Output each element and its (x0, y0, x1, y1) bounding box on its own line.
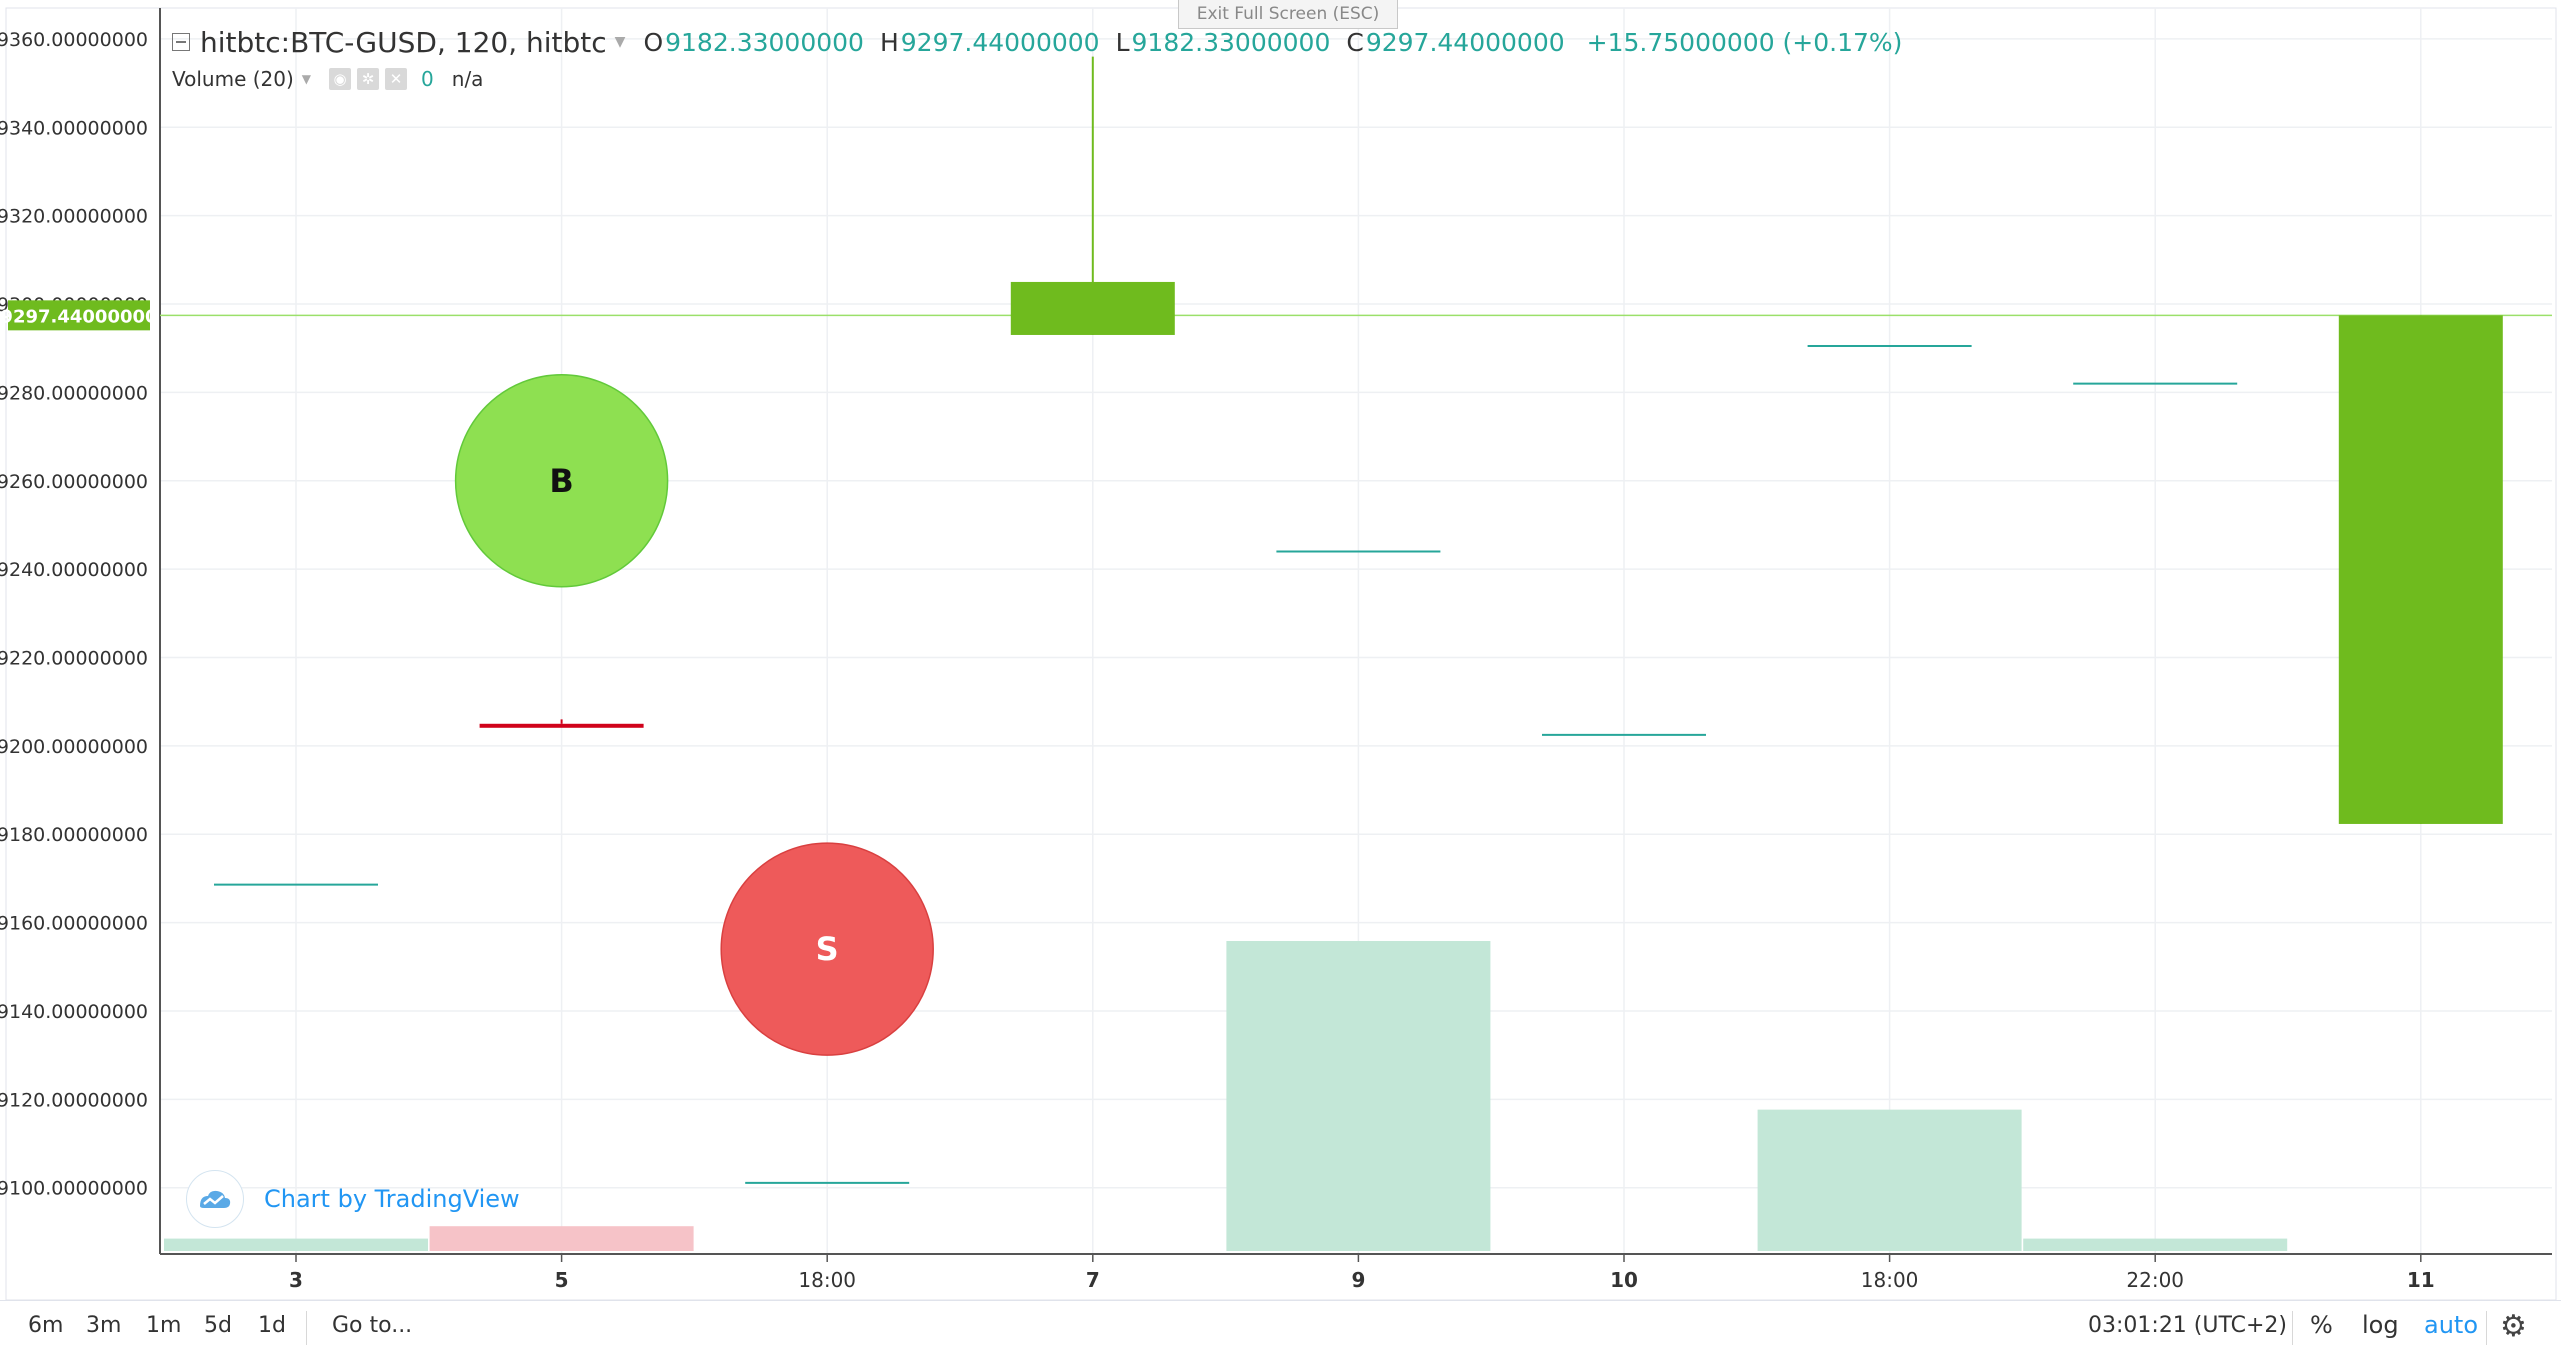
percent-scale-button[interactable]: % (2310, 1311, 2333, 1339)
close-value: 9297.44000000 (1365, 27, 1565, 57)
exit-fullscreen-banner[interactable]: Exit Full Screen (ESC) (1178, 0, 1398, 29)
last-price-label: 9297.44000000 (0, 306, 157, 327)
volume-legend: Volume (20) ▼ ◉ ✲ ✕ 0 n/a (172, 64, 483, 94)
symbol-title[interactable]: hitbtc:BTC-GUSD, 120, hitbtc (200, 25, 607, 59)
bottom-toolbar: 6m 3m 1m 5d 1d Go to... 03:01:21 (UTC+2)… (0, 1300, 2561, 1357)
y-tick-label: 9120.00000000 (0, 1089, 148, 1111)
chevron-down-icon[interactable]: ▼ (614, 34, 626, 50)
symbol-legend: hitbtc:BTC-GUSD, 120, hitbtc ▼ O 9182.330… (172, 22, 1902, 62)
y-tick-label: 9340.00000000 (0, 117, 148, 139)
last-price-tag (8, 300, 150, 331)
open-value: 9182.33000000 (665, 27, 864, 57)
high-label: H (879, 27, 899, 57)
close-label: C (1346, 27, 1364, 57)
y-tick-label: 9280.00000000 (0, 382, 148, 404)
high-value: 9297.44000000 (900, 27, 1100, 57)
log-scale-button[interactable]: log (2362, 1311, 2399, 1339)
range-6m-button[interactable]: 6m (28, 1313, 64, 1338)
range-1d-button[interactable]: 1d (258, 1313, 286, 1338)
toolbar-divider (2292, 1311, 2293, 1345)
y-tick-label: 9320.00000000 (0, 206, 148, 228)
x-tick-label: 18:00 (798, 1268, 856, 1292)
sell-marker-label: S (816, 930, 839, 968)
volume-title[interactable]: Volume (20) (172, 67, 294, 91)
tradingview-watermark[interactable]: Chart by TradingView (186, 1170, 520, 1228)
y-tick-label: 9360.00000000 (0, 29, 148, 51)
y-tick-label: 9240.00000000 (0, 559, 148, 581)
buy-marker (454, 374, 669, 588)
volume-bar (2023, 1238, 2288, 1251)
volume-bar (164, 1238, 428, 1251)
y-tick-label: 9100.00000000 (0, 1178, 148, 1200)
candle-body (479, 723, 644, 728)
range-5d-button[interactable]: 5d (204, 1313, 232, 1338)
gear-icon[interactable]: ✲ (357, 68, 380, 90)
y-tick-label: 9180.00000000 (0, 824, 148, 846)
volume-bar (1757, 1109, 2022, 1251)
tradingview-logo-icon (186, 1170, 244, 1228)
x-tick-label: 7 (1086, 1268, 1100, 1292)
close-icon[interactable]: ✕ (385, 68, 408, 90)
x-tick-label: 22:00 (2126, 1268, 2184, 1292)
open-label: O (643, 27, 664, 57)
sell-marker (720, 842, 934, 1056)
y-tick-label: 9220.00000000 (0, 648, 148, 670)
toolbar-divider (2486, 1311, 2487, 1345)
low-label: L (1115, 27, 1130, 57)
watermark-text: Chart by TradingView (264, 1185, 520, 1213)
auto-scale-button[interactable]: auto (2424, 1311, 2479, 1339)
y-tick-label: 9200.00000000 (0, 736, 148, 758)
clock-timezone[interactable]: 03:01:21 (UTC+2) (2088, 1313, 2288, 1338)
y-tick-label: 9160.00000000 (0, 913, 148, 935)
x-tick-label: 10 (1610, 1268, 1638, 1292)
y-tick-label: 9140.00000000 (0, 1001, 148, 1023)
x-tick-label: 9 (1351, 1268, 1365, 1292)
x-tick-label: 11 (2407, 1268, 2435, 1292)
candle-body (1010, 281, 1175, 335)
collapse-legend-icon[interactable] (172, 33, 190, 51)
chevron-down-icon[interactable]: ▼ (301, 72, 312, 86)
toolbar-divider (306, 1311, 307, 1345)
range-1m-button[interactable]: 1m (146, 1313, 182, 1338)
change-value: +15.75000000 (+0.17%) (1586, 27, 1903, 57)
volume-bar (429, 1226, 694, 1251)
eye-icon[interactable]: ◉ (329, 68, 352, 90)
low-value: 9182.33000000 (1131, 27, 1331, 57)
settings-gear-icon[interactable]: ⚙ (2500, 1309, 2527, 1344)
range-3m-button[interactable]: 3m (86, 1313, 122, 1338)
volume-na: n/a (451, 67, 484, 91)
volume-value: 0 (421, 67, 434, 91)
x-tick-label: 18:00 (1861, 1268, 1919, 1292)
candle-body (2338, 315, 2503, 824)
x-tick-label: 3 (289, 1268, 303, 1292)
volume-bar (1226, 941, 1491, 1251)
buy-marker-label: B (549, 462, 573, 500)
goto-button[interactable]: Go to... (332, 1313, 413, 1338)
x-tick-label: 5 (555, 1268, 569, 1292)
y-tick-label: 9260.00000000 (0, 471, 148, 493)
